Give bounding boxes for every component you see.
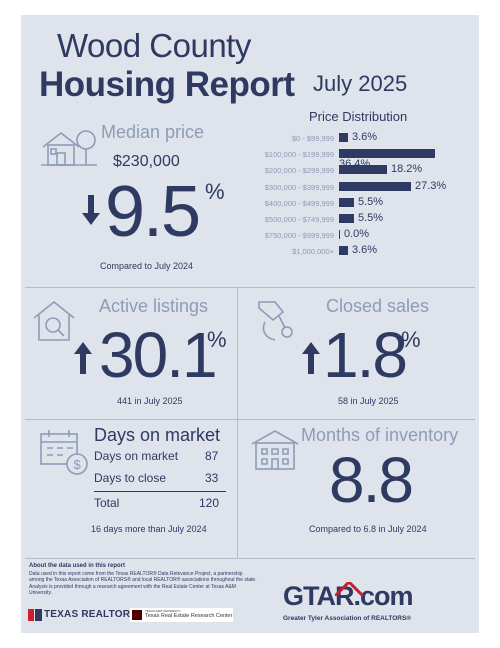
active-listings-label: Active listings [99, 296, 209, 316]
divider [237, 288, 238, 558]
months-inventory-comparison: Compared to 6.8 in July 2024 [309, 524, 427, 534]
title-report: Housing Report [39, 65, 295, 104]
dist-bar [339, 230, 340, 240]
closed-sales-label: Closed sales [326, 296, 430, 316]
report-month: July 2025 [313, 71, 408, 96]
calendar-dollar-icon: $ [39, 428, 89, 476]
months-inventory-value: 8.8 [329, 444, 414, 516]
closed-sales-comparison: 58 in July 2025 [338, 396, 399, 406]
tamu-logo-icon [132, 610, 142, 620]
total-rule [94, 491, 226, 492]
dist-range-label: $200,000 - $299,999 [264, 166, 334, 176]
dist-range-label: $300,000 - $399,999 [264, 182, 334, 192]
tamu-small-text: TEXAS A&M UNIVERSITY [145, 609, 181, 613]
dist-value-label: 3.6% [352, 244, 378, 257]
building-icon [250, 428, 300, 472]
dist-bar [339, 197, 354, 207]
divider [25, 558, 475, 559]
title-county: Wood County [57, 27, 251, 64]
dist-range-label: $400,000 - $499,999 [264, 198, 334, 208]
about-text: Data used in this report come from the T… [29, 571, 257, 597]
dist-bar [339, 214, 354, 223]
arrow-down-icon [82, 195, 100, 225]
median-price-value: $230,000 [113, 153, 180, 170]
dist-row: $200,000 - $299,999 18.2% [21, 163, 479, 177]
dist-bar [339, 165, 387, 175]
dist-value-label: 5.5% [358, 195, 384, 208]
gtar-logo: GTAR.com [283, 581, 414, 612]
dist-range-label: $1,000,000+ [292, 247, 334, 257]
closed-sales-percent: % [401, 327, 421, 352]
dom-row-value: 33 [205, 471, 219, 485]
dist-value-label: 27.3% [415, 179, 447, 192]
dist-row: $300,000 - $399,999 27.3% [21, 180, 479, 194]
dist-value-label: 18.2% [391, 163, 423, 176]
days-on-market-comparison: 16 days more than July 2024 [91, 524, 207, 534]
svg-text:$: $ [74, 457, 82, 472]
closed-sales-change: 1.8 [323, 319, 408, 391]
median-price-label: Median price [101, 122, 205, 142]
dist-value-label: 0.0% [344, 228, 370, 241]
house-tree-icon [39, 125, 99, 169]
dom-total-value: 120 [199, 496, 220, 510]
arrow-up-icon [74, 342, 92, 374]
tamu-logo: TEXAS A&M UNIVERSITY Texas Real Estate R… [130, 608, 233, 622]
dist-value-label: 5.5% [358, 212, 384, 224]
dist-value-label: 3.6% [352, 131, 378, 143]
days-on-market-label: Days on market [94, 425, 221, 445]
key-icon [255, 298, 299, 344]
median-price-percent: % [205, 179, 225, 204]
gtar-roof-icon [335, 582, 363, 596]
months-inventory-label: Months of inventory [301, 425, 459, 445]
active-listings-percent: % [207, 327, 227, 352]
dist-range-label: $0 - $99,999 [291, 134, 334, 143]
gtar-subtitle: Greater Tyler Association of REALTORS® [283, 615, 412, 622]
dist-bar [339, 246, 348, 256]
dist-bar [339, 181, 411, 191]
active-listings-comparison: 441 in July 2025 [117, 396, 183, 406]
dom-row-label: Days to close [94, 471, 167, 485]
dist-bar [339, 149, 435, 159]
house-search-icon [31, 298, 77, 344]
dom-total-label: Total [94, 496, 120, 510]
median-price-comparison: Compared to July 2024 [100, 261, 194, 271]
dist-row: $500,000 - $749,999 5.5% [21, 212, 479, 226]
price-distribution-title: Price Distribution [309, 109, 408, 124]
dist-range-label: $100,000 - $199,999 [264, 150, 334, 160]
dist-row: $400,000 - $499,999 5.5% [21, 196, 479, 210]
arrow-up-icon [302, 342, 320, 374]
texas-realtors-text: TEXAS REALTORS [44, 609, 137, 620]
dom-row-label: Days on market [94, 449, 179, 463]
tamu-center-text: Texas Real Estate Research Center [145, 613, 233, 619]
active-listings-change: 30.1 [99, 319, 218, 391]
dist-range-label: $750,000 - $999,999 [264, 231, 334, 241]
dist-row: $750,000 - $999,999 0.0% [21, 228, 479, 242]
dom-row-value: 87 [205, 449, 219, 463]
about-title: About the data used in this report [29, 563, 126, 569]
divider [25, 287, 475, 288]
dist-row: $1,000,000+ 3.6% [21, 244, 479, 258]
report-card: Wood County Housing Report July 2025 Pri… [21, 15, 479, 633]
median-price-change: 9.5 [105, 172, 201, 252]
dist-range-label: $500,000 - $749,999 [264, 215, 334, 224]
gtar-logo-text: GTAR.com [283, 581, 414, 611]
texas-realtors-logo-icon [28, 609, 42, 621]
divider [25, 419, 475, 420]
dist-row: $0 - $99,999 3.6% [21, 131, 479, 145]
dist-bar [339, 133, 348, 142]
